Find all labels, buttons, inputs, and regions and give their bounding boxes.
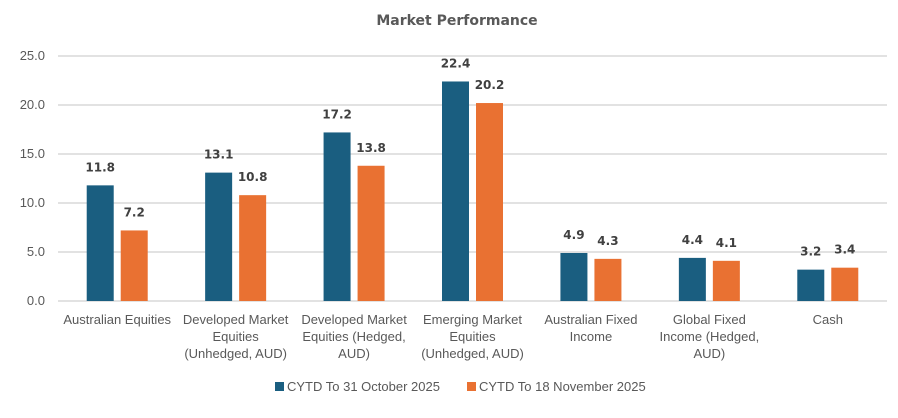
- data-label: 13.1: [204, 148, 234, 162]
- data-label: 20.2: [475, 78, 505, 92]
- category-label: Emerging Market: [423, 312, 522, 327]
- bar-october: [797, 269, 825, 301]
- legend-swatch: [275, 382, 284, 391]
- data-label: 4.1: [716, 236, 737, 250]
- category-label: Developed Market: [183, 312, 289, 327]
- data-label: 22.4: [441, 56, 471, 70]
- legend-label: CYTD To 31 October 2025: [287, 379, 440, 394]
- data-label: 4.4: [682, 233, 703, 247]
- bar-october: [678, 257, 706, 301]
- category-label: Equities: [213, 329, 260, 344]
- category-label: AUD): [338, 346, 370, 361]
- data-label: 11.8: [85, 160, 115, 174]
- bar-october: [205, 172, 233, 301]
- bar-october: [323, 132, 351, 301]
- data-label: 10.8: [238, 170, 268, 184]
- bar-october: [442, 81, 469, 301]
- category-label: Developed Market: [301, 312, 407, 327]
- data-label: 7.2: [124, 205, 145, 219]
- y-tick-label: 20.0: [20, 97, 45, 112]
- y-tick-label: 25.0: [20, 48, 45, 63]
- category-label: AUD): [693, 346, 725, 361]
- y-tick-label: 0.0: [27, 293, 45, 308]
- bar-november: [594, 258, 622, 301]
- category-label: Income: [570, 329, 613, 344]
- data-label: 13.8: [356, 141, 386, 155]
- bar-november: [357, 165, 385, 301]
- bar-november: [831, 267, 859, 301]
- category-label: Equities (Hedged,: [302, 329, 405, 344]
- bar-october: [86, 185, 114, 301]
- data-label: 3.4: [834, 243, 855, 257]
- category-label: Cash: [813, 312, 843, 327]
- category-label: Equities: [449, 329, 496, 344]
- data-label: 4.3: [597, 234, 618, 248]
- legend-item: CYTD To 18 November 2025: [467, 379, 646, 394]
- data-label: 3.2: [800, 245, 821, 259]
- chart-title: Market Performance: [376, 13, 537, 29]
- bar-october: [560, 252, 588, 301]
- category-label: (Unhedged, AUD): [421, 346, 524, 361]
- bar-november: [476, 103, 503, 301]
- bar-november: [239, 195, 267, 301]
- bar-november: [120, 230, 148, 301]
- y-tick-label: 10.0: [20, 195, 45, 210]
- category-label: Global Fixed: [673, 312, 746, 327]
- y-tick-label: 5.0: [27, 244, 45, 259]
- legend-label: CYTD To 18 November 2025: [479, 379, 646, 394]
- category-label: Income (Hedged,: [659, 329, 759, 344]
- data-label: 17.2: [322, 107, 352, 121]
- legend-swatch: [467, 382, 476, 391]
- y-tick-label: 15.0: [20, 146, 45, 161]
- bar-november: [712, 260, 740, 301]
- category-label: Australian Equities: [63, 312, 171, 327]
- category-label: (Unhedged, AUD): [184, 346, 287, 361]
- category-label: Australian Fixed: [544, 312, 637, 327]
- legend-item: CYTD To 31 October 2025: [275, 379, 440, 394]
- data-label: 4.9: [563, 228, 584, 242]
